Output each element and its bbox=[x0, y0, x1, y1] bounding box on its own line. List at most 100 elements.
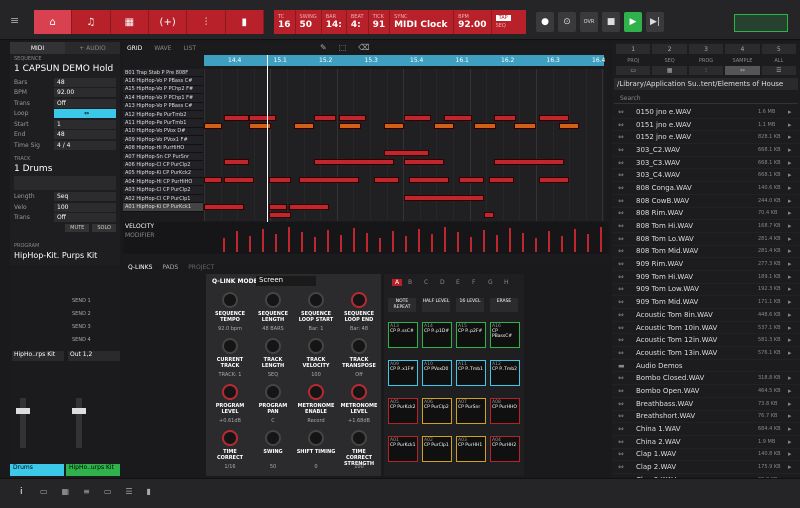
velocity-bar[interactable] bbox=[379, 238, 381, 252]
midi-note[interactable] bbox=[539, 114, 569, 121]
file-row[interactable]: ⇔ 808 Tom Hi.WAV 168.7 KB ▸ bbox=[612, 220, 800, 233]
play-icon[interactable]: ▸ bbox=[788, 222, 792, 231]
grid-icon[interactable]: ▦ bbox=[652, 66, 687, 75]
qlink-knob[interactable] bbox=[351, 384, 367, 400]
midi-note[interactable] bbox=[269, 176, 291, 183]
drum-pad[interactable]: A13 CP P..ssC# bbox=[388, 322, 418, 348]
param-value[interactable]: 48 bbox=[54, 130, 116, 140]
play-icon[interactable]: ▸ bbox=[788, 260, 792, 269]
file-row[interactable]: ⇔ 0152 jno e.WAV 828.1 KB ▸ bbox=[612, 131, 800, 145]
pad-bank-d[interactable]: D bbox=[440, 279, 445, 286]
pad-mode-button[interactable]: HALF LEVEL bbox=[422, 298, 450, 312]
play-icon[interactable]: ▸ bbox=[788, 247, 792, 256]
drum-pad[interactable]: A16 CP PBassC# bbox=[490, 322, 520, 348]
play-icon[interactable]: ▸ bbox=[788, 107, 792, 116]
mute-button[interactable]: MUTE bbox=[65, 224, 90, 232]
fader[interactable] bbox=[20, 398, 26, 448]
qlink-knob[interactable] bbox=[222, 430, 238, 446]
midi-note[interactable] bbox=[314, 114, 336, 121]
velocity-bar[interactable] bbox=[444, 227, 446, 252]
program-select[interactable]: HipHo..rps Kit bbox=[12, 351, 64, 361]
browser-slot-4[interactable]: 4 bbox=[725, 44, 760, 54]
drum-pad[interactable]: A09 CP P..x1F# bbox=[388, 360, 418, 386]
midi-note[interactable] bbox=[269, 203, 287, 210]
velocity-bar[interactable] bbox=[457, 232, 459, 252]
midi-note[interactable] bbox=[314, 159, 394, 165]
menu-icon[interactable]: ≡ bbox=[10, 14, 20, 27]
file-row[interactable]: ⇔ 808 Tom Mid.WAV 281.4 KB ▸ bbox=[612, 246, 800, 259]
play-icon[interactable]: ▸ bbox=[788, 171, 792, 180]
pad-bank-g[interactable]: G bbox=[488, 279, 493, 286]
browser-tab[interactable]: SEQ bbox=[664, 58, 675, 64]
folder-icon[interactable]: ▭ bbox=[616, 66, 651, 75]
browser-path[interactable]: /Library/Application Su..tent/Elements o… bbox=[614, 78, 798, 90]
file-row[interactable]: ⇔ 909 Rim.WAV 277.3 KB ▸ bbox=[612, 258, 800, 271]
file-row[interactable]: ⇔ 909 Tom Mid.WAV 171.1 KB ▸ bbox=[612, 296, 800, 309]
param-value[interactable]: 100 bbox=[54, 202, 116, 212]
file-row[interactable]: ⇔ Clap 1.WAV 140.8 KB ▸ bbox=[612, 449, 800, 462]
qlink-knob[interactable] bbox=[265, 338, 281, 354]
track-row[interactable]: A08 HipHop-Hi PurHiHO bbox=[123, 144, 203, 153]
pad-mode-button[interactable]: 16 LEVEL bbox=[456, 298, 484, 312]
velocity-bar[interactable] bbox=[431, 234, 433, 252]
midi-note[interactable] bbox=[409, 176, 449, 183]
file-row[interactable]: ⇔ 808 Conga.WAV 140.6 KB ▸ bbox=[612, 182, 800, 195]
track-row[interactable]: A06 HipHop-Cl CP PurClp2 bbox=[123, 161, 203, 170]
velocity-bar[interactable] bbox=[353, 228, 355, 252]
tick-cell[interactable]: TICK 91 bbox=[369, 10, 391, 34]
track-row[interactable]: A11 HipHop-Pe PurTmb1 bbox=[123, 119, 203, 128]
drum-pad[interactable]: A11 CP P..Tmb1 bbox=[456, 360, 486, 386]
drum-pad[interactable]: A03 CP PurHH1 bbox=[456, 436, 486, 462]
channel-label[interactable]: HipHo..urps Kit bbox=[66, 464, 120, 476]
bar-cell[interactable]: BAR 14: bbox=[322, 10, 347, 34]
play-icon[interactable]: ▸ bbox=[788, 285, 792, 294]
param-value[interactable]: 92.00 bbox=[54, 88, 116, 98]
play-icon[interactable]: ▸ bbox=[788, 310, 792, 319]
channel-label[interactable]: Drums bbox=[10, 464, 64, 476]
midi-note[interactable] bbox=[459, 176, 484, 183]
mode-button-4[interactable]: ⫶ bbox=[187, 10, 226, 34]
midi-note[interactable] bbox=[404, 159, 444, 165]
play-icon[interactable]: ▸ bbox=[788, 374, 792, 383]
drum-pad[interactable]: A05 CP PurKck2 bbox=[388, 398, 418, 424]
midi-note[interactable] bbox=[204, 203, 244, 210]
param-value[interactable]: 48 bbox=[54, 77, 116, 87]
pad-bank-h[interactable]: H bbox=[504, 279, 509, 286]
velocity-bar[interactable] bbox=[574, 229, 576, 252]
play-icon[interactable]: ▸ bbox=[788, 386, 792, 395]
track-row[interactable]: A05 HipHop-Ki CP PurKck2 bbox=[123, 169, 203, 179]
play-icon[interactable]: ▸ bbox=[788, 412, 792, 421]
midi-note[interactable] bbox=[289, 203, 329, 210]
drum-pad[interactable]: A14 CP P..p1D# bbox=[422, 322, 452, 348]
midi-tab[interactable]: MIDI bbox=[10, 42, 65, 54]
midi-note[interactable] bbox=[204, 123, 222, 130]
play-icon[interactable]: ▸ bbox=[788, 133, 792, 142]
pad-bank-f[interactable]: F bbox=[472, 279, 476, 286]
send-label[interactable]: SEND 3 bbox=[72, 324, 91, 330]
play-icon[interactable]: ▸ bbox=[788, 437, 792, 446]
bpm-cell[interactable]: BPM 92.00 bbox=[454, 10, 492, 34]
play-icon[interactable]: ▸ bbox=[788, 323, 792, 332]
velocity-bar[interactable] bbox=[470, 237, 472, 252]
drum-pad[interactable]: A01 CP PurKck1 bbox=[388, 436, 418, 462]
drum-pad[interactable]: A12 CP P..Tmb2 bbox=[490, 360, 520, 386]
browser-slot-2[interactable]: 2 bbox=[652, 44, 687, 54]
file-row[interactable]: ⇔ Clap 2.WAV 175.9 KB ▸ bbox=[612, 461, 800, 474]
view-icons[interactable]: ▭▦≡▭☰▮ bbox=[40, 487, 165, 496]
file-row[interactable]: ⇔ 0151 jno e.WAV 1.1 MB ▸ bbox=[612, 119, 800, 132]
track-row[interactable]: B01 Trap Stab P Pre 808F bbox=[123, 69, 203, 78]
midi-note[interactable] bbox=[269, 212, 291, 219]
qlink-knob[interactable] bbox=[222, 384, 238, 400]
overdub-button[interactable]: ⊙ bbox=[558, 12, 576, 32]
velocity-bar[interactable] bbox=[314, 237, 316, 252]
fader[interactable] bbox=[76, 398, 82, 448]
fader-handle[interactable] bbox=[72, 408, 86, 414]
info-icon[interactable]: ⅰ bbox=[20, 487, 23, 497]
list-tab[interactable]: LIST bbox=[183, 44, 197, 52]
file-row[interactable]: ⇔ China 2.WAV 1.9 MB ▸ bbox=[612, 436, 800, 449]
pad-mode-button[interactable]: ERASE bbox=[490, 298, 518, 312]
mode-button-5[interactable]: ▮ bbox=[226, 10, 264, 34]
pad-mode-button[interactable]: NOTE REPEAT bbox=[388, 298, 416, 312]
file-row[interactable]: ▬ Audio Demos bbox=[612, 360, 800, 373]
pad-bank-a[interactable]: A bbox=[392, 279, 403, 286]
